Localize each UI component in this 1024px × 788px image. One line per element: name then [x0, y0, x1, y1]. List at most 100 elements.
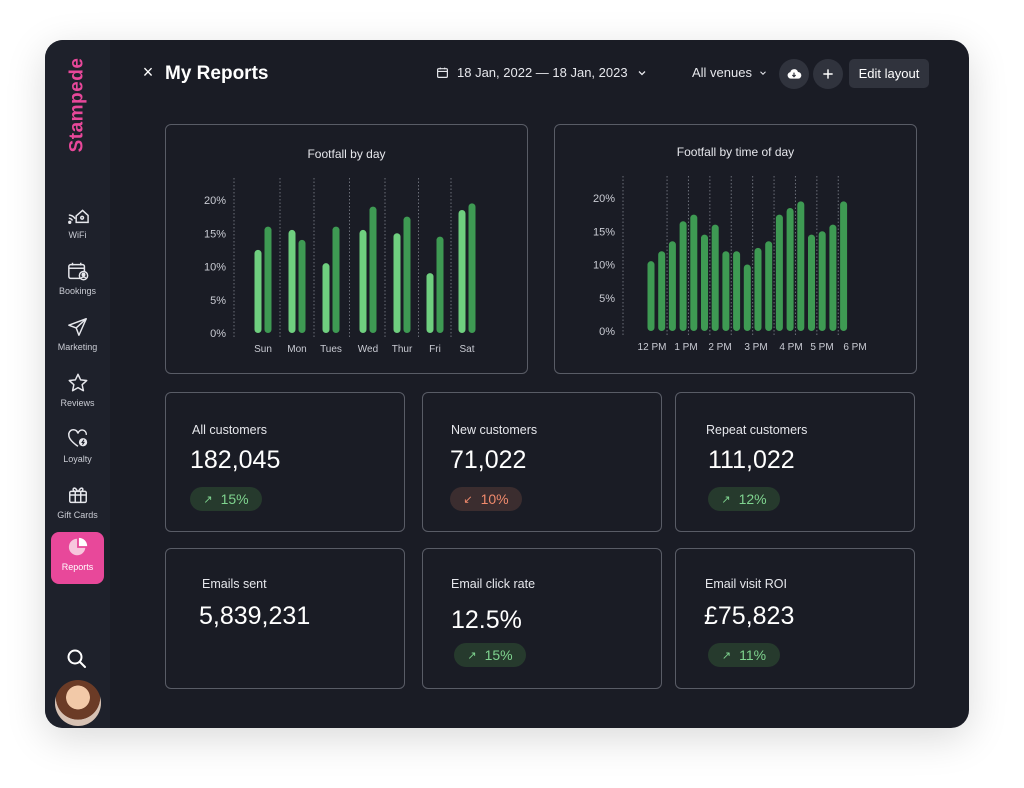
- calendar-icon: [437, 67, 448, 78]
- stat-label: Email click rate: [451, 577, 536, 591]
- bar: [264, 226, 272, 333]
- bar: [808, 234, 815, 331]
- y-tick-label: 0%: [210, 328, 226, 340]
- app-window: Stampede WiFi Bookings Marketing Reviews: [45, 40, 969, 728]
- sidebar-item-label: Reviews: [60, 398, 95, 408]
- repeat-customers-card[interactable]: Repeat customers 111,022 ↗ 12%: [675, 392, 915, 532]
- footfall-by-time-card: Footfall by time of day 0% 5% 10% 15% 20% 12 …: [554, 124, 917, 374]
- stat-label: Repeat customers: [706, 423, 808, 437]
- y-tick-label: 20%: [204, 195, 226, 207]
- bar: [829, 224, 837, 331]
- bar: [765, 241, 773, 331]
- send-icon: [67, 318, 87, 336]
- bar: [393, 233, 401, 333]
- email-click-rate-card[interactable]: Email click rate 12.5% ↗ 15%: [422, 548, 662, 689]
- email-visit-roi-card[interactable]: Email visit ROI £75,823 ↗ 11%: [675, 548, 915, 689]
- sidebar-item-label: Reports: [61, 562, 94, 572]
- bar: [298, 239, 306, 333]
- footfall-by-day-card: Footfall by day 0% 5% 10% 15% 20% Sun Mon Tues W…: [165, 124, 528, 374]
- search-icon[interactable]: [65, 647, 89, 671]
- new-customers-card[interactable]: New customers 71,022 ↙ 10%: [422, 392, 662, 532]
- bar: [797, 201, 805, 331]
- sidebar-item-loyalty[interactable]: Loyalty: [51, 424, 104, 474]
- stat-value: 5,839,231: [199, 602, 311, 630]
- bar: [359, 229, 367, 333]
- sidebar-item-wifi[interactable]: WiFi: [51, 200, 104, 250]
- gift-icon: [68, 487, 87, 504]
- x-tick-label: Fri: [429, 344, 441, 355]
- x-tick-label: 6 PM: [843, 342, 866, 353]
- stat-value: 12.5%: [451, 606, 522, 634]
- x-tick-label: 3 PM: [744, 342, 767, 353]
- x-tick-label: 4 PM: [779, 342, 802, 353]
- download-button[interactable]: [779, 59, 809, 89]
- sidebar-item-label: Bookings: [58, 286, 97, 296]
- change-value: 15%: [220, 491, 249, 507]
- arrow-up-right-icon: ↗: [721, 649, 732, 662]
- date-range-picker[interactable]: 18 Jan, 2022 — 18 Jan, 2023: [436, 65, 648, 80]
- add-button[interactable]: [813, 59, 843, 89]
- bar: [647, 261, 655, 331]
- calendar-user-icon: [67, 262, 88, 281]
- venue-selector[interactable]: All venues: [692, 65, 768, 80]
- y-tick-label: 10%: [204, 262, 226, 274]
- change-value: 12%: [738, 491, 767, 507]
- sidebar: Stampede WiFi Bookings Marketing Reviews: [45, 40, 110, 728]
- all-customers-card[interactable]: All customers 182,045 ↗ 15%: [165, 392, 405, 532]
- sidebar-item-reports[interactable]: Reports: [51, 532, 104, 584]
- pie-chart-icon: [68, 537, 87, 556]
- stat-label: New customers: [451, 423, 538, 437]
- stat-value: 182,045: [190, 446, 281, 474]
- page-title: My Reports: [165, 63, 269, 84]
- bar: [775, 214, 783, 331]
- arrow-down-left-icon: ↙: [463, 493, 473, 506]
- x-tick-label: 5 PM: [810, 342, 833, 353]
- y-tick-label: 20%: [593, 193, 615, 205]
- bar: [369, 206, 377, 333]
- change-value: 11%: [739, 647, 767, 663]
- y-tick-label: 10%: [593, 260, 615, 272]
- sidebar-item-label: Gift Cards: [57, 510, 98, 520]
- bar: [458, 209, 466, 333]
- sidebar-item-bookings[interactable]: Bookings: [51, 256, 104, 306]
- bar: [468, 203, 476, 333]
- avatar[interactable]: [55, 680, 101, 726]
- star-icon: [68, 373, 87, 392]
- bar: [322, 263, 330, 333]
- y-tick-label: 5%: [599, 293, 615, 305]
- close-icon[interactable]: ×: [142, 62, 154, 82]
- edit-layout-button[interactable]: Edit layout: [849, 59, 929, 88]
- bar: [658, 251, 666, 331]
- sidebar-item-gift-cards[interactable]: Gift Cards: [51, 480, 104, 530]
- x-tick-label: 2 PM: [708, 342, 731, 353]
- brand-logo[interactable]: Stampede: [55, 57, 100, 153]
- sidebar-item-label: WiFi: [68, 230, 87, 240]
- footfall-by-time-chart: 0% 5% 10% 15% 20% 12 PM 1 PM 2 PM 3 PM 4 PM 5 PM 6 …: [593, 176, 867, 353]
- bar: [679, 221, 687, 331]
- bar: [668, 241, 676, 331]
- bar: [722, 251, 730, 331]
- emails-sent-card[interactable]: Emails sent 5,839,231: [165, 548, 405, 689]
- x-tick-label: Sun: [254, 344, 272, 355]
- bar: [786, 207, 794, 331]
- sidebar-item-reviews[interactable]: Reviews: [51, 368, 104, 418]
- chart-title: Footfall by day: [307, 147, 386, 161]
- change-value: 10%: [480, 491, 509, 507]
- sidebar-item-marketing[interactable]: Marketing: [51, 312, 104, 362]
- arrow-up-right-icon: ↗: [203, 493, 213, 506]
- stat-value: £75,823: [704, 602, 795, 630]
- cloud-download-icon: [787, 69, 802, 79]
- wifi-home-icon: [67, 209, 89, 224]
- bar: [288, 229, 296, 333]
- chart-title: Footfall by time of day: [676, 145, 795, 159]
- plus-icon: [823, 69, 833, 79]
- stat-label: Emails sent: [202, 577, 267, 591]
- change-badge: ↗ 15%: [190, 487, 262, 511]
- bar: [254, 249, 262, 333]
- sidebar-item-label: Marketing: [57, 342, 98, 352]
- change-value: 15%: [484, 647, 513, 663]
- brand-name: Stampede: [66, 57, 88, 153]
- stat-label: Email visit ROI: [705, 577, 787, 591]
- stat-value: 71,022: [450, 446, 527, 474]
- x-tick-label: 1 PM: [674, 342, 697, 353]
